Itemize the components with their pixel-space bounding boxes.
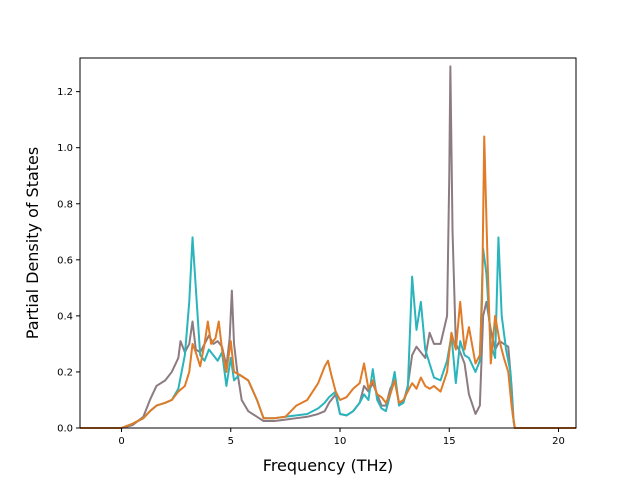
x-tick-label: 5 (228, 436, 234, 447)
y-tick-label: 0.8 (57, 199, 73, 210)
x-tick-label: 15 (443, 436, 456, 447)
x-tick-label: 20 (552, 436, 565, 447)
series-layer (80, 65, 576, 429)
x-tick-label: 10 (334, 436, 347, 447)
y-tick-label: 0.2 (57, 367, 73, 378)
x-axis-label: Frequency (THz) (263, 456, 393, 475)
plot-frame (79, 57, 577, 429)
y-tick-label: 0.6 (57, 255, 73, 266)
x-axis-ticks: 0 5 10 15 20 (118, 428, 565, 447)
y-axis-ticks: 0.0 0.2 0.4 0.6 0.8 1.0 1.2 (57, 87, 80, 435)
y-tick-label: 1.2 (57, 87, 73, 98)
x-tick-label: 0 (118, 436, 124, 447)
series-line-2 (80, 236, 576, 429)
series-line-3 (80, 135, 576, 429)
y-axis-label: Partial Density of States (23, 147, 42, 339)
y-tick-label: 0.0 (57, 424, 73, 435)
plot-area (80, 58, 576, 428)
y-tick-label: 0.4 (57, 311, 73, 322)
y-tick-label: 1.0 (57, 143, 73, 154)
